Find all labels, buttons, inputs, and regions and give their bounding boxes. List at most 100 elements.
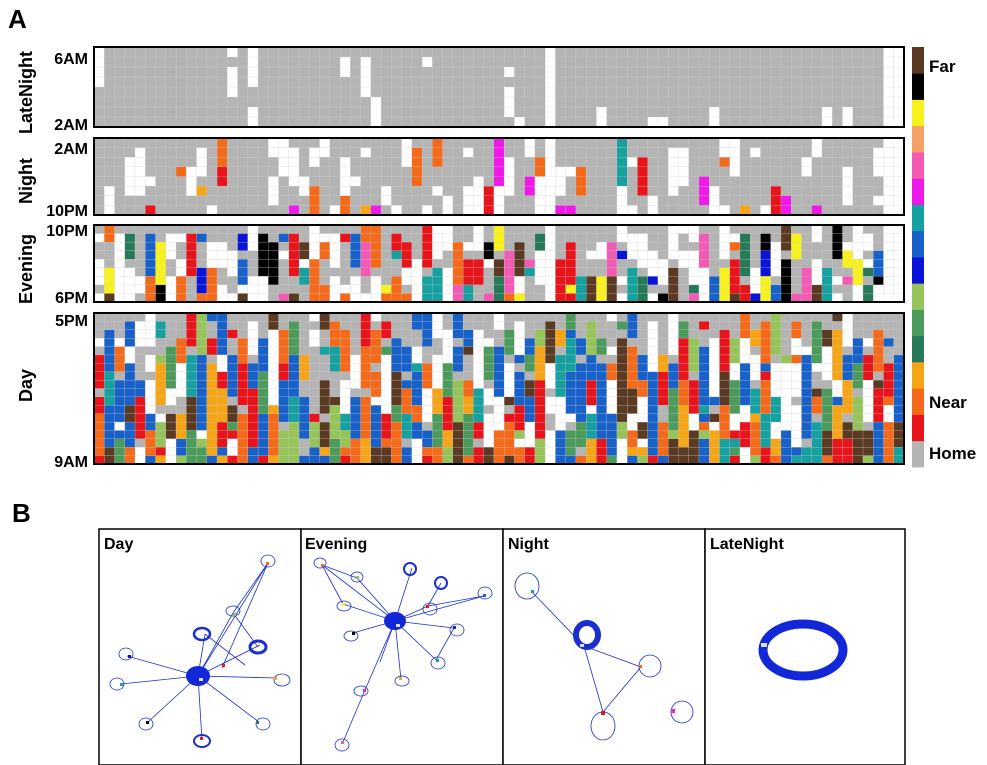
heatmap-cell xyxy=(493,241,505,252)
heatmap-cell xyxy=(575,455,587,465)
heatmap-cell xyxy=(586,96,597,108)
heatmap-cell xyxy=(873,46,884,58)
heatmap-cell xyxy=(145,438,156,448)
heatmap-cell xyxy=(288,421,300,431)
heatmap-cell xyxy=(668,379,679,389)
heatmap-cell xyxy=(298,116,310,128)
heatmap-cell xyxy=(791,259,802,269)
heatmap-cell xyxy=(247,176,259,187)
heatmap-cell xyxy=(483,388,495,398)
heatmap-cell xyxy=(309,106,321,118)
heatmap-cell xyxy=(421,312,433,322)
heatmap-cell xyxy=(862,157,874,168)
heatmap-cell xyxy=(565,421,577,431)
heatmap-cell xyxy=(124,338,136,348)
heatmap-cell xyxy=(729,388,741,398)
heatmap-cell xyxy=(206,346,218,356)
heatmap-cell xyxy=(462,338,474,348)
heatmap-cell xyxy=(719,195,731,206)
colorbar-swatch xyxy=(912,309,924,337)
heatmap-cell xyxy=(247,438,259,448)
heatmap-cell xyxy=(739,430,751,440)
heatmap-cell xyxy=(575,66,587,78)
heatmap-cell xyxy=(319,157,331,168)
heatmap-cell xyxy=(442,405,454,415)
heatmap-cell xyxy=(801,371,813,381)
heatmap-cell xyxy=(668,56,679,68)
heatmap-cell xyxy=(473,447,485,457)
heatmap-cell xyxy=(657,259,669,269)
heatmap-cell xyxy=(165,430,177,440)
heatmap-cell xyxy=(883,96,895,108)
heatmap-cell xyxy=(791,166,802,177)
heatmap-cell xyxy=(339,379,351,389)
heatmap-cell xyxy=(729,86,741,98)
heatmap-cell xyxy=(339,147,351,158)
heatmap-cell xyxy=(309,157,321,168)
heatmap-cell xyxy=(227,276,238,286)
heatmap-cell xyxy=(452,166,464,177)
heatmap-cell xyxy=(555,106,567,118)
heatmap-cell xyxy=(483,106,495,118)
time-label-latenight-bottom: 2AM xyxy=(54,117,88,134)
heatmap-cell xyxy=(462,371,474,381)
heatmap-cell xyxy=(873,354,884,364)
heatmap-cell xyxy=(452,157,464,168)
heatmap-cell xyxy=(596,66,608,78)
heatmap-cell xyxy=(811,166,823,177)
heatmap-cell xyxy=(309,321,321,331)
heatmap-cell xyxy=(175,438,187,448)
heatmap-cell xyxy=(678,405,690,415)
heatmap-cell xyxy=(565,413,577,423)
heatmap-cell xyxy=(524,455,536,465)
heatmap-cell xyxy=(709,224,720,235)
heatmap-cell xyxy=(606,185,618,197)
heatmap-cell xyxy=(483,250,495,260)
heatmap-cell xyxy=(155,147,167,158)
heatmap-cell xyxy=(627,86,638,98)
heatmap-cell xyxy=(821,276,833,286)
heatmap-cell xyxy=(186,46,197,58)
heatmap-cell xyxy=(247,116,259,128)
heatmap-cell xyxy=(770,438,782,448)
heatmap-cell xyxy=(421,157,433,168)
heatmap-cell xyxy=(257,205,269,216)
heatmap-cell xyxy=(298,224,310,235)
heatmap-cell xyxy=(586,157,597,168)
heatmap-cell xyxy=(606,106,618,118)
heatmap-cell xyxy=(791,388,802,398)
heatmap-cell xyxy=(452,147,464,158)
heatmap-cell xyxy=(698,388,710,398)
heatmap-cell xyxy=(780,241,792,252)
heatmap-cell xyxy=(298,96,310,108)
heatmap-cell xyxy=(452,224,464,235)
heatmap-cell xyxy=(832,267,843,277)
heatmap-cell xyxy=(134,430,146,440)
heatmap-cell xyxy=(893,259,905,269)
heatmap-cell xyxy=(627,455,638,465)
heatmap-cell xyxy=(145,421,156,431)
heatmap-cell xyxy=(268,233,279,243)
heatmap-cell xyxy=(391,56,403,68)
heatmap-cell xyxy=(93,233,105,243)
heatmap-cell xyxy=(616,405,628,415)
heatmap-cell xyxy=(134,46,146,58)
heatmap-cell xyxy=(750,338,761,348)
heatmap-cell xyxy=(688,76,700,88)
heatmap-cell xyxy=(155,224,167,235)
heatmap-cell xyxy=(380,363,392,373)
heatmap-cell xyxy=(309,250,321,260)
heatmap-cell xyxy=(555,338,567,348)
heatmap-cell xyxy=(483,241,495,252)
heatmap-cell xyxy=(688,267,700,277)
heatmap-cell xyxy=(309,86,321,98)
heatmap-cell xyxy=(309,195,321,206)
heatmap-cell xyxy=(698,176,710,187)
heatmap-cell xyxy=(627,157,638,168)
heatmap-cell xyxy=(278,157,290,168)
heatmap-cell xyxy=(247,354,259,364)
heatmap-cell xyxy=(493,76,505,88)
heatmap-cell xyxy=(596,147,608,158)
heatmap-cell xyxy=(104,413,115,423)
heatmap-cell xyxy=(811,147,823,158)
